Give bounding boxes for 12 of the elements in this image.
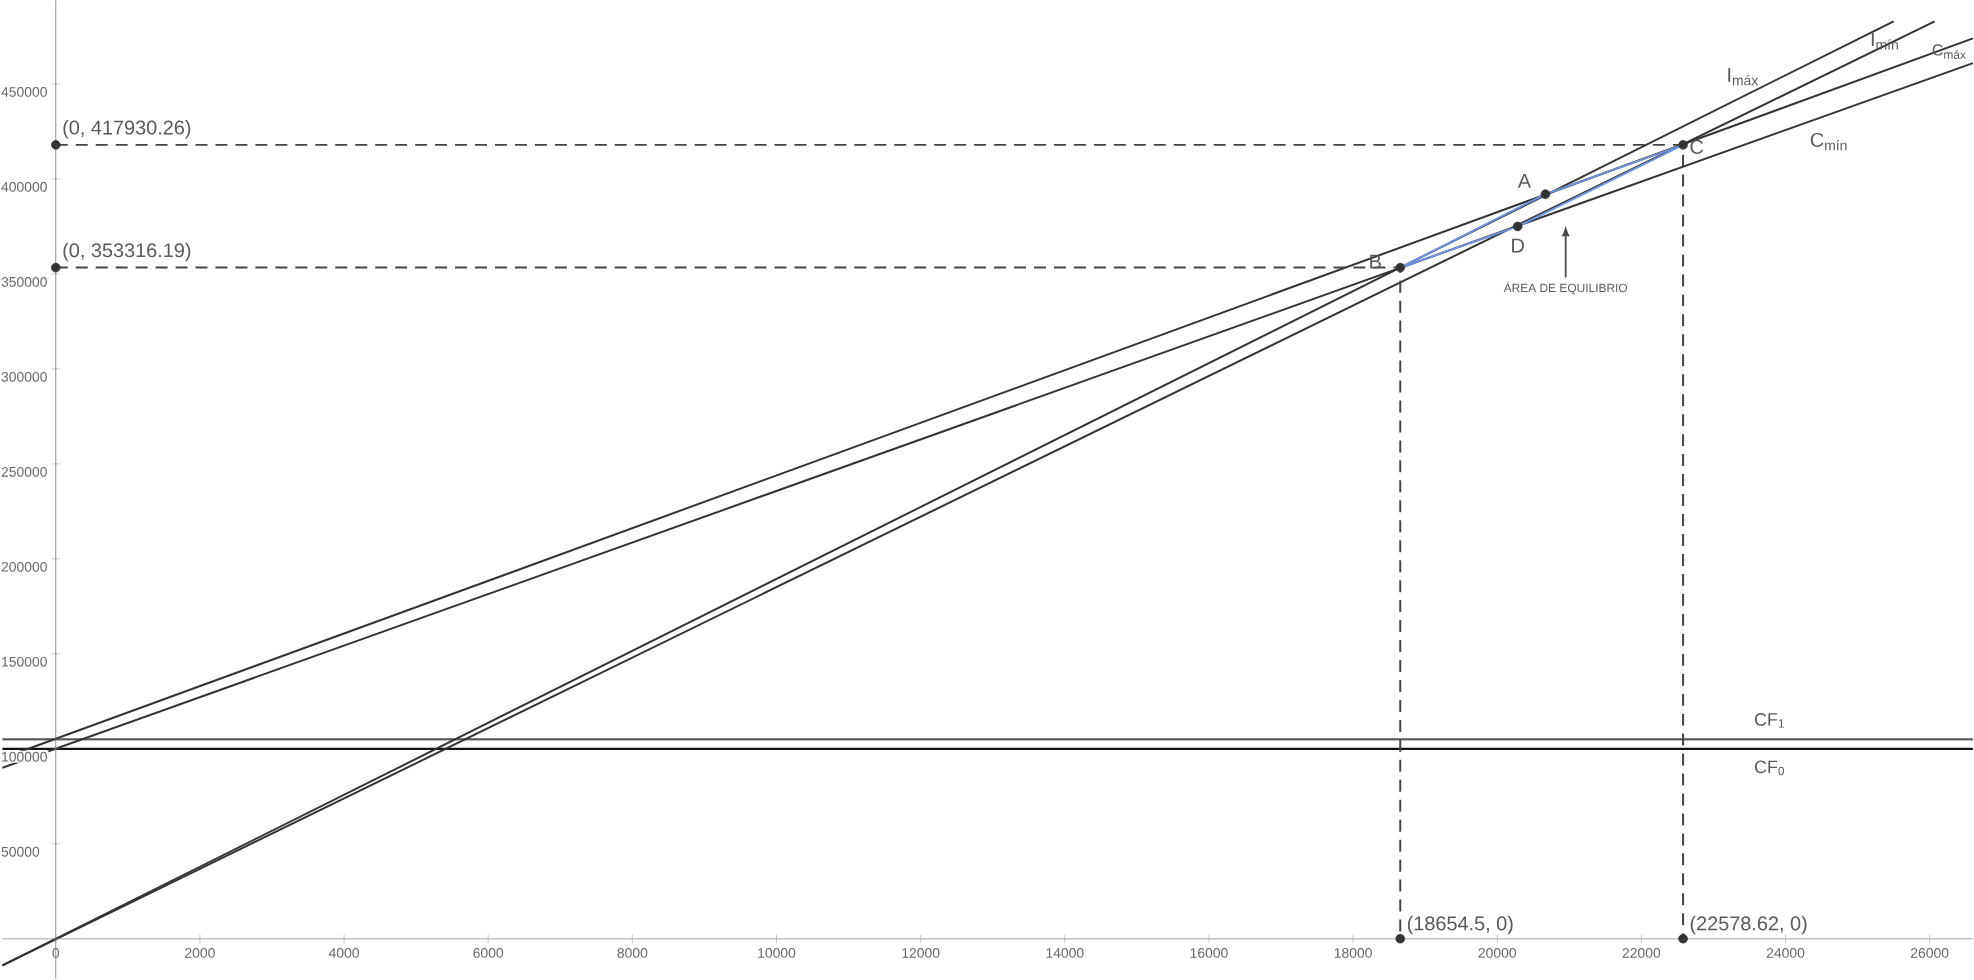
ref-line-label: CF$_{1}$ <box>1754 713 1784 729</box>
series-label: I$_{máx}$ <box>1728 68 1759 86</box>
annotation: C <box>1690 140 1704 155</box>
annotation: A <box>1517 174 1532 189</box>
series-label: C$_{mín}$ <box>1810 133 1847 151</box>
annotation: (22578.62, 0) <box>1690 916 1807 935</box>
annotation: B <box>1370 255 1381 269</box>
ref-line-label: CF$_{0}$ <box>1754 760 1785 776</box>
annotation: (18654.5, 0) <box>1407 916 1513 935</box>
annotation: (0, 417930.26) <box>63 120 191 139</box>
annotation: D <box>1512 239 1524 253</box>
annotation: (0, 353316.19) <box>63 243 191 262</box>
